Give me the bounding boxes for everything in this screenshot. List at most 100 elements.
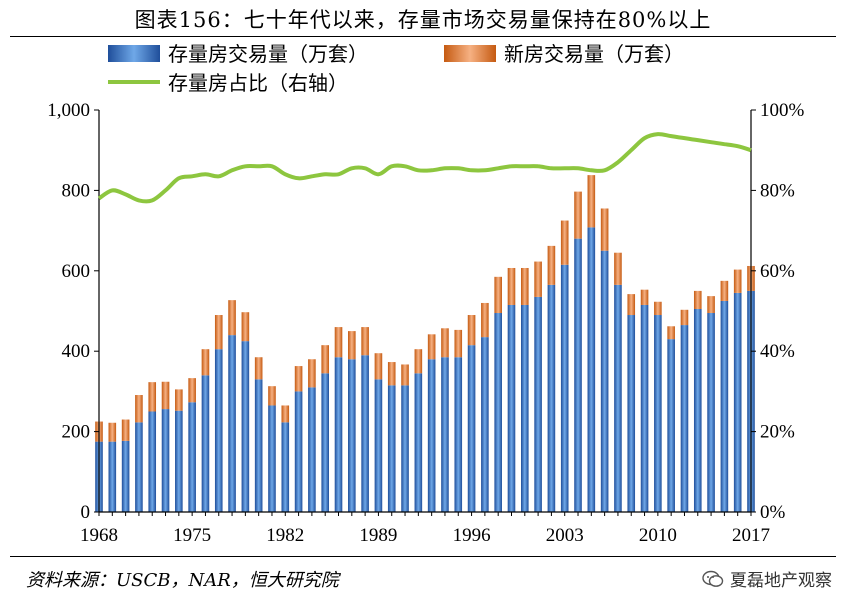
legend-swatch-existing [108,45,160,62]
bar-existing [175,410,183,512]
bar-existing [387,385,396,512]
bar-existing [707,313,715,512]
bar-new [361,327,369,356]
bar-new [401,364,409,386]
bar-new [720,280,729,301]
bar-new [387,362,396,386]
bar-new [214,315,223,350]
bar-new [693,290,702,309]
watermark: 夏磊地产观察 [702,566,832,591]
y-tick-label-left: 400 [62,341,91,362]
bar-existing [640,304,649,512]
bar-new [135,395,143,423]
bar-new [547,245,556,285]
x-tick-label: 1996 [453,525,491,546]
title-rule [10,36,836,37]
bar-new [627,294,636,316]
bar-existing [680,325,689,512]
bar-existing [121,440,130,512]
bar-existing [520,304,529,512]
bar-existing [281,422,290,512]
footer-rule [10,556,836,557]
bar-existing [201,375,210,512]
watermark-label: 夏磊地产观察 [730,571,832,591]
bar-new [241,312,250,342]
bar-existing [427,359,436,512]
bar-existing [228,335,236,512]
wechat-icon [702,570,724,587]
legend-label-existing: 存量房交易量（万套） [168,43,368,66]
bar-existing [481,337,489,512]
bar-existing [401,385,409,512]
y-tick-label-right: 20% [760,422,795,443]
legend: 存量房交易量（万套） 新房交易量（万套） 存量房占比（右轴） [108,43,684,95]
legend-label-ratio: 存量房占比（右轴） [168,72,348,95]
x-tick-label: 1975 [173,525,211,546]
bar-existing [587,227,596,512]
bar-existing [374,379,383,512]
y-tick-label-right: 60% [760,261,795,282]
x-tick-label: 1968 [80,525,118,546]
bar-existing [441,357,449,512]
bar-existing [348,359,356,512]
bar-new [587,175,596,228]
bar-existing [627,315,636,512]
bar-existing [308,387,316,512]
bar-existing [188,402,196,512]
bar-existing [334,357,343,512]
bar-existing [161,409,170,512]
bar-existing [733,292,742,512]
bar-new [374,353,383,380]
bar-existing [454,357,463,512]
bar-new [733,269,742,293]
bar-existing [574,238,582,512]
bar-new [454,329,463,358]
bar-existing [294,391,303,512]
y-tick-label-left: 200 [62,422,91,443]
bar-new [321,345,330,374]
bar-existing [507,304,516,512]
y-tick-label-left: 600 [62,261,91,282]
bar-existing [560,264,569,512]
chart-title: 图表156：七十年代以来，存量市场交易量保持在80%以上 [134,8,712,32]
bar-new [201,349,210,376]
bar-existing [214,349,223,512]
y-tick-label-right: 0% [760,502,786,523]
legend-label-new: 新房交易量（万套） [504,43,684,66]
bar-existing [268,405,276,512]
bar-new [441,328,449,358]
bar-existing [667,339,675,512]
x-tick-label: 2017 [732,525,770,546]
bar-new [334,327,343,358]
y-tick-label-right: 80% [760,180,795,201]
y-tick-label-right: 40% [760,341,795,362]
y-tick-label-right: 100% [760,100,805,121]
bar-existing [148,411,157,512]
bar-new [281,405,290,423]
bar-new [427,334,436,360]
x-tick-label: 1982 [266,525,304,546]
x-tick-label: 1989 [359,525,397,546]
bar-existing [467,345,476,512]
bar-existing [547,284,556,512]
legend-swatch-new [444,45,496,62]
bar-existing [614,284,622,512]
bar-existing [534,296,542,512]
x-tick-label: 2010 [639,525,677,546]
bar-new [254,357,263,380]
bar-new [574,191,582,239]
bar-existing [414,373,423,512]
bar-new [520,267,529,305]
bar-new [348,331,356,360]
bar-new [507,267,516,305]
bar-new [121,419,130,441]
bar-existing [600,250,609,512]
bar-new [680,309,689,326]
bar-new [148,382,157,412]
ratio-line [97,132,752,204]
bar-new [161,381,170,410]
y-tick-label-left: 1,000 [47,100,90,121]
axes-group: 0 0% 200 20% 400 40% 600 60% 800 80% 1,000 100% 1968… [47,100,804,546]
x-tick-label: 2003 [546,525,584,546]
bar-new [654,301,662,316]
